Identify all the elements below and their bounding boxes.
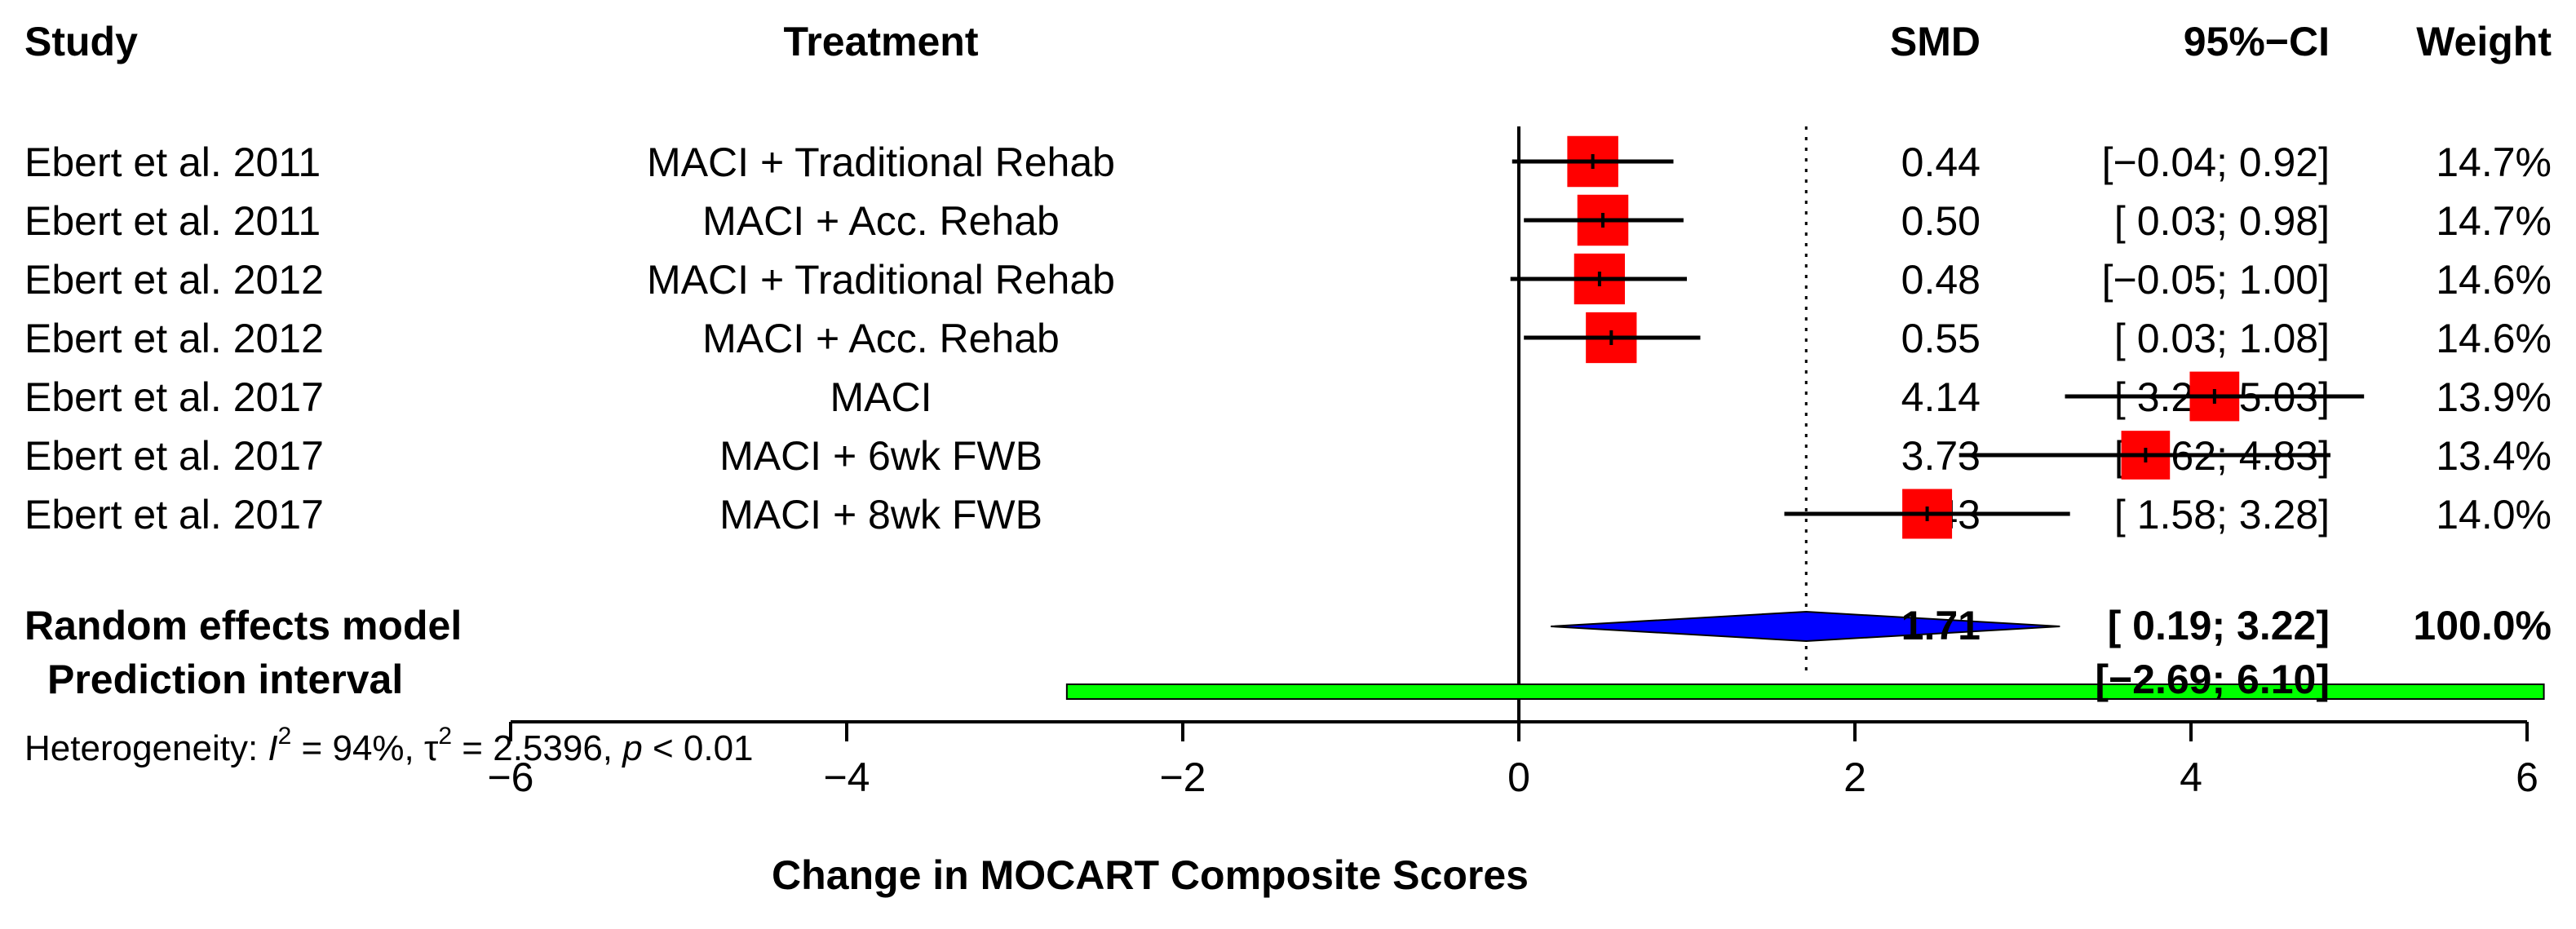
study-ci: [ 0.03; 1.08] xyxy=(2114,316,2330,361)
x-tick-label: 2 xyxy=(1843,754,1866,800)
header-ci: 95%−CI xyxy=(2184,19,2330,64)
study-treatment: MACI + Traditional Rehab xyxy=(647,257,1115,303)
x-tick-label: 6 xyxy=(2516,754,2538,800)
x-tick-label: −2 xyxy=(1159,754,1206,800)
header-weight: Weight xyxy=(2416,19,2552,64)
study-treatment: MACI + Traditional Rehab xyxy=(647,139,1115,185)
random-effects-diamond xyxy=(1551,610,2060,643)
study-treatment: MACI + 6wk FWB xyxy=(719,433,1042,479)
x-tick-label: 0 xyxy=(1507,754,1530,800)
study-weight: 14.7% xyxy=(2436,139,2552,185)
study-smd: 0.44 xyxy=(1901,139,1981,185)
study-weight: 14.7% xyxy=(2436,198,2552,244)
x-tick-label: −6 xyxy=(487,754,533,800)
study-name: Ebert et al. 2017 xyxy=(24,492,324,537)
study-ci: [ 1.58; 3.28] xyxy=(2114,492,2330,537)
study-ci: [ 0.03; 0.98] xyxy=(2114,198,2330,244)
study-rows: Ebert et al. 2011 MACI + Traditional Reha… xyxy=(24,139,2552,537)
study-name: Ebert et al. 2012 xyxy=(24,257,324,303)
random-effects-label: Random effects model xyxy=(24,603,462,648)
prediction-interval-bar xyxy=(1065,683,2545,700)
prediction-label: Prediction interval xyxy=(47,657,403,702)
study-name: Ebert et al. 2011 xyxy=(24,198,321,244)
study-weight: 14.6% xyxy=(2436,316,2552,361)
study-weight: 13.4% xyxy=(2436,433,2552,479)
study-weight: 14.6% xyxy=(2436,257,2552,303)
study-treatment: MACI + 8wk FWB xyxy=(719,492,1042,537)
x-axis: −6 −4 −2 0 2 4 6 xyxy=(487,720,2538,800)
random-effects-ci: [ 0.19; 3.22] xyxy=(2108,603,2330,648)
x-tick-label: −4 xyxy=(823,754,870,800)
random-effects-weight: 100.0% xyxy=(2413,603,2552,648)
study-name: Ebert et al. 2017 xyxy=(24,374,324,420)
study-markers xyxy=(1510,135,2365,539)
study-ci: [−0.05; 1.00] xyxy=(2102,257,2330,303)
study-name: Ebert et al. 2011 xyxy=(24,139,321,185)
study-treatment: MACI xyxy=(830,374,932,420)
header-study: Study xyxy=(24,19,138,64)
study-smd: 0.55 xyxy=(1901,316,1981,361)
header-smd: SMD xyxy=(1890,19,1981,64)
study-name: Ebert et al. 2012 xyxy=(24,316,324,361)
study-ci: [−0.04; 0.92] xyxy=(2102,139,2330,185)
study-treatment: MACI + Acc. Rehab xyxy=(702,198,1060,244)
study-smd: 0.50 xyxy=(1901,198,1981,244)
random-effects-smd: 1.71 xyxy=(1901,603,1981,648)
study-weight: 13.9% xyxy=(2436,374,2552,420)
study-treatment: MACI + Acc. Rehab xyxy=(702,316,1060,361)
prediction-ci: [−2.69; 6.10] xyxy=(2095,657,2330,702)
heterogeneity-text: Heterogeneity: I2 = 94%, τ2 = 2.5396, p … xyxy=(24,723,754,768)
header-treatment: Treatment xyxy=(784,19,979,64)
x-tick-label: 4 xyxy=(2180,754,2202,800)
study-name: Ebert et al. 2017 xyxy=(24,433,324,479)
x-axis-label: Change in MOCART Composite Scores xyxy=(772,852,1529,898)
study-smd: 0.48 xyxy=(1901,257,1981,303)
study-weight: 14.0% xyxy=(2436,492,2552,537)
study-smd: 4.14 xyxy=(1901,374,1981,420)
